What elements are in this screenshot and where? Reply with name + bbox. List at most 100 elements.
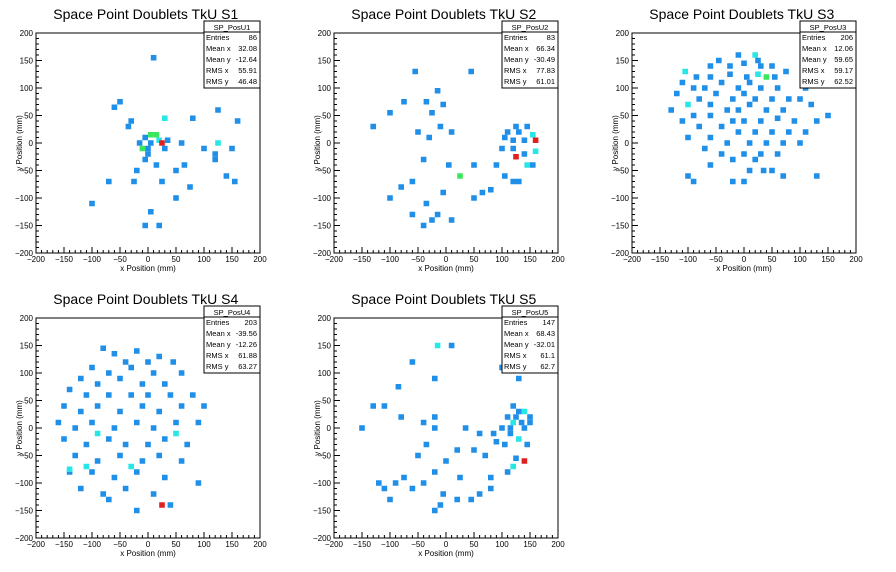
data-cell <box>702 145 708 152</box>
data-cell <box>117 375 123 382</box>
data-cell <box>94 403 101 409</box>
data-cell <box>420 156 427 163</box>
chart-title: Space Point Doublets TkU S1 <box>53 6 238 22</box>
stats-value: 68.43 <box>536 329 555 338</box>
data-cell <box>763 74 770 80</box>
data-cell <box>780 140 786 146</box>
y-tick-label: 200 <box>20 29 34 38</box>
stats-value: 61.88 <box>238 351 257 360</box>
x-tick-label: −150 <box>55 255 74 264</box>
data-cell <box>735 85 742 91</box>
x-tick-label: −100 <box>381 255 400 264</box>
y-tick-label: −100 <box>611 194 630 203</box>
data-cells <box>55 345 207 514</box>
x-tick-label: −50 <box>113 255 127 264</box>
y-axis-label: y Position (mm) <box>15 115 24 171</box>
data-cell <box>128 392 134 398</box>
y-tick-label: −200 <box>15 249 34 258</box>
data-cell <box>94 430 101 437</box>
data-cell <box>437 502 444 508</box>
data-cell <box>72 425 78 431</box>
data-cell <box>229 145 235 152</box>
data-cell <box>148 140 154 146</box>
data-cell <box>134 419 140 426</box>
data-cell <box>758 151 764 157</box>
y-tick-label: −100 <box>15 194 34 203</box>
y-axis-label: y Position (mm) <box>611 115 620 171</box>
data-cell <box>814 173 820 179</box>
data-cell <box>774 115 781 121</box>
data-cell <box>94 458 101 464</box>
y-tick-label: −150 <box>15 507 34 516</box>
x-tick-label: 50 <box>768 255 777 264</box>
data-cell <box>94 381 101 387</box>
data-cell <box>521 408 528 415</box>
stats-key: Entries <box>504 318 528 327</box>
stats-key: RMS y <box>504 77 527 86</box>
data-cell <box>707 112 714 119</box>
data-cell <box>730 178 736 185</box>
data-cell <box>730 156 736 163</box>
data-cell <box>510 145 516 152</box>
x-tick-label: −100 <box>381 540 400 549</box>
data-cell <box>685 101 691 108</box>
y-tick-label: 50 <box>24 112 33 121</box>
panel-s5: Space Point Doublets TkU S5−200 −150 −100−… <box>313 291 565 558</box>
panel-s1: Space Point Doublets TkU S1 −200 −150 −100 −… <box>15 6 267 273</box>
data-cell <box>454 447 460 453</box>
data-cell <box>162 381 168 387</box>
data-cell <box>440 101 446 108</box>
data-cell <box>513 123 519 130</box>
data-cell <box>755 71 761 77</box>
data-cell <box>468 496 474 503</box>
data-cell <box>173 167 179 174</box>
data-cell <box>510 137 516 143</box>
data-cell <box>136 140 143 146</box>
y-tick-label: −50 <box>19 167 33 176</box>
data-cell <box>89 469 95 475</box>
y-tick-label: 0 <box>29 424 34 433</box>
data-cell <box>724 140 730 146</box>
data-cell <box>741 151 747 157</box>
data-cell <box>814 118 820 124</box>
data-cell <box>429 110 435 116</box>
x-tick-label: 0 <box>742 255 747 264</box>
chart-title: Space Point Doublets TkU S5 <box>351 291 536 307</box>
y-tick-label: 50 <box>620 112 629 121</box>
stats-key: RMS x <box>206 351 229 360</box>
data-cell <box>432 425 438 431</box>
panel-s3: Space Point Doublets TkU S3−200 −150 −100−… <box>611 6 863 273</box>
data-cell <box>83 392 90 398</box>
data-cell <box>212 156 218 163</box>
data-cell <box>201 403 207 409</box>
data-cell <box>420 480 427 486</box>
stats-value: 12.06 <box>834 44 853 53</box>
y-tick-label: −150 <box>313 507 332 516</box>
data-cell <box>527 414 533 420</box>
panel-s2: Space Point Doublets TkU S2−200 −150 −100−… <box>313 6 565 273</box>
data-cell <box>769 96 775 102</box>
data-cell <box>370 123 376 130</box>
data-cell <box>763 140 770 146</box>
data-cell <box>106 496 112 503</box>
data-cell <box>744 74 750 80</box>
data-cell <box>716 57 722 64</box>
y-axis-label: y Position (mm) <box>15 400 24 456</box>
data-cell <box>741 118 747 124</box>
data-cell <box>527 419 533 426</box>
chart-title: Space Point Doublets TkU S3 <box>649 6 834 22</box>
x-tick-label: 200 <box>551 540 565 549</box>
x-axis-label: x Position (mm) <box>418 264 474 273</box>
y-tick-label: −100 <box>313 479 332 488</box>
data-cell <box>159 502 165 508</box>
data-cell <box>134 348 140 354</box>
x-tick-label: 100 <box>793 255 807 264</box>
data-cell <box>707 162 714 168</box>
y-tick-label: −200 <box>313 249 332 258</box>
data-cell <box>392 480 399 486</box>
data-cell <box>78 485 84 492</box>
data-cell <box>524 162 530 168</box>
y-tick-label: 200 <box>616 29 630 38</box>
stats-value: 77.83 <box>536 66 555 75</box>
data-cell <box>150 55 157 61</box>
